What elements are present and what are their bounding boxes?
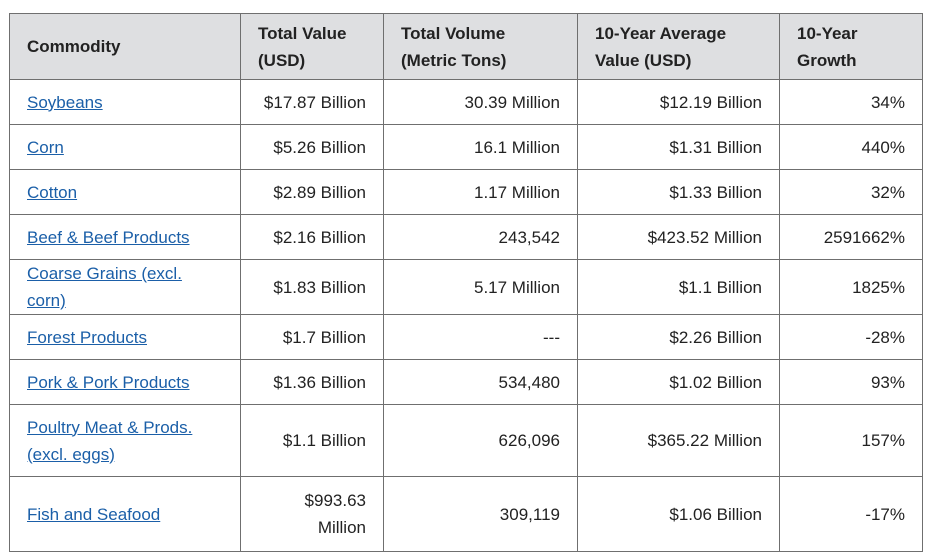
- commodity-table-container: Commodity Total Value (USD) Total Volume…: [9, 13, 923, 552]
- cell-total-value: $17.87 Billion: [240, 79, 384, 125]
- cell-growth: 93%: [779, 359, 923, 405]
- table-row: Beef & Beef Products $2.16 Billion 243,5…: [9, 214, 923, 260]
- cell-avg-value: $423.52 Million: [577, 214, 780, 260]
- table-row: Poultry Meat & Prods. (excl. eggs) $1.1 …: [9, 404, 923, 477]
- cell-commodity: Soybeans: [9, 79, 241, 125]
- cell-avg-value: $1.33 Billion: [577, 169, 780, 215]
- table-row: Fish and Seafood $993.63 Million 309,119…: [9, 476, 923, 552]
- cell-total-volume: ---: [383, 314, 578, 360]
- header-avg-value: 10-Year Average Value (USD): [577, 13, 780, 80]
- cell-avg-value: $12.19 Billion: [577, 79, 780, 125]
- cell-commodity: Cotton: [9, 169, 241, 215]
- cell-total-value: $5.26 Billion: [240, 124, 384, 170]
- commodity-link-coarse-grains[interactable]: Coarse Grains (excl. corn): [27, 264, 182, 310]
- commodity-link-poultry[interactable]: Poultry Meat & Prods. (excl. eggs): [27, 417, 193, 464]
- cell-growth: 1825%: [779, 259, 923, 315]
- cell-total-volume: 1.17 Million: [383, 169, 578, 215]
- cell-avg-value: $1.31 Billion: [577, 124, 780, 170]
- table-row: Forest Products $1.7 Billion --- $2.26 B…: [9, 314, 923, 360]
- cell-growth: 157%: [779, 404, 923, 477]
- commodity-link-fish-seafood[interactable]: Fish and Seafood: [27, 504, 161, 524]
- header-commodity: Commodity: [9, 13, 241, 80]
- cell-growth: 34%: [779, 79, 923, 125]
- commodity-link-pork[interactable]: Pork & Pork Products: [27, 372, 190, 392]
- cell-total-value: $1.36 Billion: [240, 359, 384, 405]
- table-row: Pork & Pork Products $1.36 Billion 534,4…: [9, 359, 923, 405]
- cell-commodity: Beef & Beef Products: [9, 214, 241, 260]
- cell-total-volume: 30.39 Million: [383, 79, 578, 125]
- cell-avg-value: $1.1 Billion: [577, 259, 780, 315]
- commodity-link-soybeans[interactable]: Soybeans: [27, 92, 103, 112]
- table-row: Cotton $2.89 Billion 1.17 Million $1.33 …: [9, 169, 923, 215]
- cell-total-value: $1.83 Billion: [240, 259, 384, 315]
- cell-total-volume: 16.1 Million: [383, 124, 578, 170]
- cell-avg-value: $2.26 Billion: [577, 314, 780, 360]
- cell-total-value: $993.63 Million: [240, 476, 384, 552]
- header-total-volume: Total Volume (Metric Tons): [383, 13, 578, 80]
- table-header-row: Commodity Total Value (USD) Total Volume…: [9, 13, 923, 80]
- cell-total-volume: 309,119: [383, 476, 578, 552]
- cell-commodity: Poultry Meat & Prods. (excl. eggs): [9, 404, 241, 477]
- table-row: Soybeans $17.87 Billion 30.39 Million $1…: [9, 79, 923, 125]
- cell-total-value: $2.89 Billion: [240, 169, 384, 215]
- cell-growth: -28%: [779, 314, 923, 360]
- cell-commodity: Fish and Seafood: [9, 476, 241, 552]
- cell-total-value: $1.7 Billion: [240, 314, 384, 360]
- cell-growth: 2591662%: [779, 214, 923, 260]
- cell-avg-value: $1.02 Billion: [577, 359, 780, 405]
- cell-commodity: Pork & Pork Products: [9, 359, 241, 405]
- cell-growth: 32%: [779, 169, 923, 215]
- commodity-link-beef[interactable]: Beef & Beef Products: [27, 227, 190, 247]
- header-growth: 10-Year Growth: [779, 13, 923, 80]
- cell-avg-value: $365.22 Million: [577, 404, 780, 477]
- commodity-link-cotton[interactable]: Cotton: [27, 182, 78, 202]
- header-total-value: Total Value (USD): [240, 13, 384, 80]
- cell-avg-value: $1.06 Billion: [577, 476, 780, 552]
- table-row: Coarse Grains (excl. corn) $1.83 Billion…: [9, 259, 923, 315]
- cell-commodity: Coarse Grains (excl. corn): [9, 259, 241, 315]
- cell-growth: -17%: [779, 476, 923, 552]
- cell-total-volume: 243,542: [383, 214, 578, 260]
- cell-total-value: $1.1 Billion: [240, 404, 384, 477]
- commodity-link-forest-products[interactable]: Forest Products: [27, 327, 147, 347]
- table-row: Corn $5.26 Billion 16.1 Million $1.31 Bi…: [9, 124, 923, 170]
- cell-total-volume: 534,480: [383, 359, 578, 405]
- cell-total-volume: 5.17 Million: [383, 259, 578, 315]
- cell-total-value: $2.16 Billion: [240, 214, 384, 260]
- commodity-table: Commodity Total Value (USD) Total Volume…: [9, 13, 923, 552]
- cell-total-volume: 626,096: [383, 404, 578, 477]
- cell-commodity: Forest Products: [9, 314, 241, 360]
- cell-commodity: Corn: [9, 124, 241, 170]
- commodity-link-corn[interactable]: Corn: [27, 137, 64, 157]
- cell-growth: 440%: [779, 124, 923, 170]
